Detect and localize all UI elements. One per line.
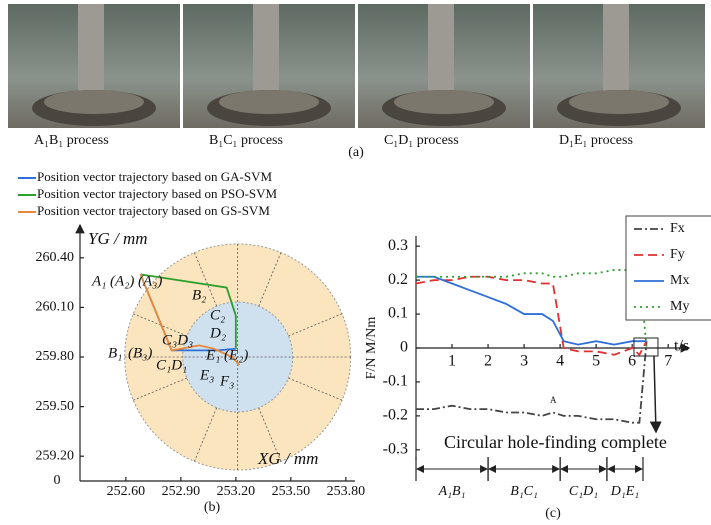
y-tick-label: 260.10 xyxy=(36,300,75,315)
x-tick-label: 252.60 xyxy=(107,484,146,499)
series-line xyxy=(415,275,648,357)
y-tick-label: 260.40 xyxy=(36,250,75,265)
y-tick-label: 259.50 xyxy=(36,399,75,414)
sector-line xyxy=(258,252,282,307)
point-label: B₁ xyxy=(108,345,122,361)
y-tick-label: -0.1 xyxy=(383,373,408,390)
point-label: B₂ xyxy=(192,287,206,303)
panel-label: (c) xyxy=(545,506,561,521)
y-axis-label: F/N M/Nm xyxy=(364,317,379,380)
x-tick-label: 5 xyxy=(592,353,600,370)
photo-gear-top xyxy=(394,90,494,114)
legend-label: Position vector trajectory based on PSO-… xyxy=(37,186,278,201)
x-tick-label: 3 xyxy=(520,353,528,370)
photo-caption: C₁D₁ process xyxy=(384,133,459,148)
panel-label: (b) xyxy=(204,500,221,515)
x-tick-label: 7 xyxy=(664,353,672,370)
phase-label: B₁C₁ xyxy=(510,484,538,499)
phase-label: C₁D₁ xyxy=(569,484,598,499)
panel-label: (a) xyxy=(348,145,364,160)
point-label: C₃D₃ xyxy=(162,332,193,348)
y-axis-label: YG / mm xyxy=(88,229,148,248)
point-label: (B₃) xyxy=(128,345,152,361)
series-line xyxy=(416,269,648,349)
photo-shaft xyxy=(78,4,104,94)
x-tick-label: 2 xyxy=(484,353,492,370)
sector-line xyxy=(133,377,188,401)
x-tick-label: 1 xyxy=(448,353,456,370)
y-tick-label: 0 xyxy=(400,339,408,356)
x-tick-label: 253.80 xyxy=(327,484,366,499)
point-label: E₁ xyxy=(205,347,220,363)
y-tick-label: 0.1 xyxy=(388,305,408,322)
photo-gear-top xyxy=(569,90,669,114)
legend-label: Mx xyxy=(670,273,689,288)
legend-label: Fy xyxy=(670,247,685,262)
sector-line xyxy=(288,377,343,401)
annotation-small: A xyxy=(550,395,557,405)
sector-line xyxy=(258,407,282,462)
photo-caption: B₁C₁ process xyxy=(209,133,283,148)
y-tick-label: -0.2 xyxy=(383,407,408,424)
sector-line xyxy=(194,407,217,462)
sector-line xyxy=(133,313,188,337)
series-line xyxy=(416,275,647,346)
y-tick-label: 0.2 xyxy=(388,271,408,288)
x-tick-label: 253.20 xyxy=(217,484,256,499)
x-tick-label: 253.50 xyxy=(272,484,311,499)
point-label: E₃ xyxy=(199,367,214,383)
x-axis-label: t/s xyxy=(674,338,689,355)
annotation-arrow xyxy=(649,355,662,434)
legend-label: Position vector trajectory based on GS-S… xyxy=(37,203,270,218)
photo-caption: D₁E₁ process xyxy=(559,133,633,148)
x-axis-label: XG / mm xyxy=(257,449,318,468)
photo-shaft xyxy=(603,4,629,94)
highlight-box xyxy=(633,337,659,357)
sector-line xyxy=(194,252,217,307)
point-label: C₁D₁ xyxy=(156,357,187,373)
point-label: (A₂) xyxy=(110,273,134,289)
photo-caption: A₁B₁ process xyxy=(34,133,109,148)
legend-box xyxy=(625,215,711,321)
x-tick-label: 4 xyxy=(556,353,564,370)
y-tick-label: 0.3 xyxy=(388,237,408,254)
point-label: (E₂) xyxy=(224,347,248,363)
y-tick-label: -0.3 xyxy=(383,440,408,457)
annotation: Circular hole-finding complete xyxy=(444,432,667,452)
trajectory xyxy=(140,273,237,349)
trajectory xyxy=(139,273,241,366)
legend-label: Position vector trajectory based on GA-S… xyxy=(37,169,272,184)
photo-shaft xyxy=(253,4,279,94)
origin-label: 0 xyxy=(54,473,61,488)
point-label: D₂ xyxy=(209,325,226,341)
point-label: F₃ xyxy=(219,373,234,389)
legend-label: Fx xyxy=(670,221,685,236)
y-tick-label: 259.20 xyxy=(36,448,75,463)
point-label: A₁ xyxy=(91,273,106,289)
photo-gear-top xyxy=(219,90,319,114)
x-tick-label: 6 xyxy=(628,353,636,370)
series-line xyxy=(416,341,648,424)
x-tick-label: 252.90 xyxy=(162,484,201,499)
point-label: (A₃) xyxy=(138,273,162,289)
sector-line xyxy=(288,313,343,337)
photo-shaft xyxy=(428,4,454,94)
phase-label: D₁E₁ xyxy=(610,484,639,499)
point-label: C₂ xyxy=(210,307,225,323)
legend-label: My xyxy=(670,299,689,314)
y-tick-label: 259.80 xyxy=(36,349,75,364)
phase-label: A₁B₁ xyxy=(438,484,466,499)
photo-gear-top xyxy=(44,90,144,114)
